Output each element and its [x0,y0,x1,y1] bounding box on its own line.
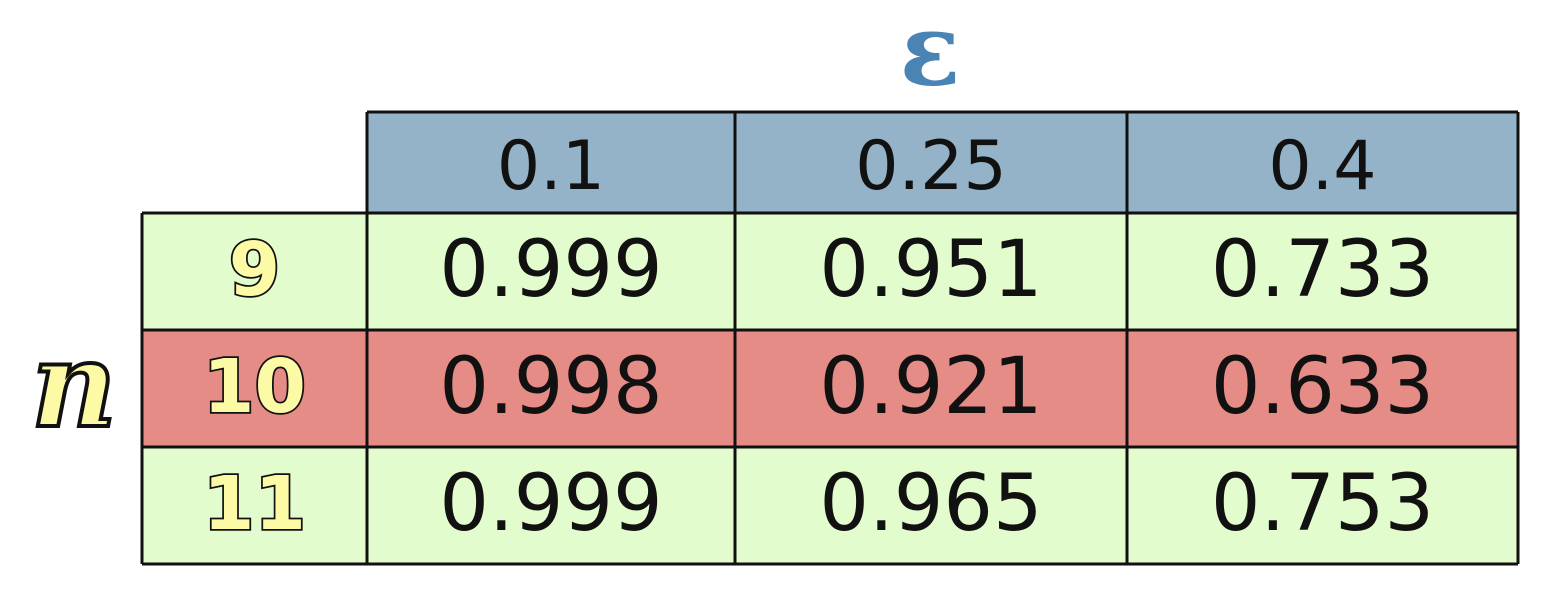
row-label: 10 [203,344,306,430]
column-header-label: 0.1 [497,127,605,206]
table-cell-value: 0.998 [439,342,662,432]
column-header-label: 0.25 [855,127,1006,206]
grid-lines [140,110,1520,566]
row-bg [142,447,1518,564]
epsilon-axis-label: ε [900,0,961,109]
header-cell-bg [367,112,735,213]
table-cell-value: 0.633 [1211,342,1434,432]
table-cell-value: 0.965 [819,459,1042,549]
table-cell-value: 0.951 [819,225,1042,315]
row-bg [142,213,1518,330]
table-cell-value: 0.999 [439,459,662,549]
table-cell-value: 0.753 [1211,459,1434,549]
header-cell-bg [1127,112,1518,213]
header-cell-bg [735,112,1127,213]
table-cell-value: 0.999 [439,225,662,315]
n-axis-label: n [31,315,117,454]
cell-fills [142,112,1518,564]
table-cell-value: 0.733 [1211,225,1434,315]
column-header-label: 0.4 [1268,127,1376,206]
cell-texts: 0.1 0.25 0.4 9 0.999 0.951 0.733 10 0.998 0.921 0.… [201,127,1434,549]
highlighted-row-bg [142,330,1518,447]
table-cell-value: 0.921 [819,342,1042,432]
row-label: 9 [229,227,281,313]
row-label: 11 [203,461,306,547]
